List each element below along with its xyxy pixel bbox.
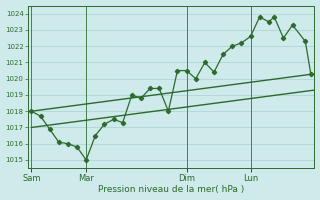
X-axis label: Pression niveau de la mer( hPa ): Pression niveau de la mer( hPa ) [98, 185, 244, 194]
